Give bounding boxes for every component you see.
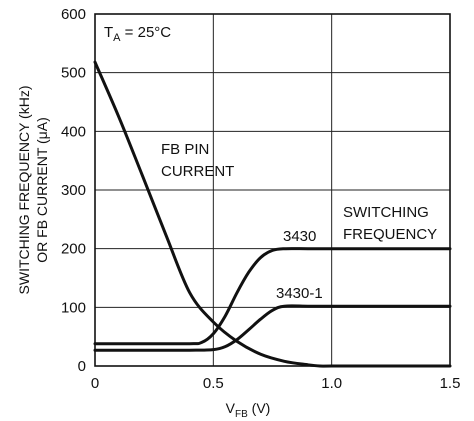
grid-lines: [95, 14, 450, 366]
x-axis-title: VFB (V): [226, 400, 271, 420]
condition-rest: = 25°C: [121, 24, 172, 41]
switching-label-line2: FREQUENCY: [343, 226, 437, 243]
fb-pin-label-line2: CURRENT: [161, 163, 234, 180]
condition-main: T: [104, 24, 113, 41]
y-axis-title-line1: SWITCHING FREQUENCY (kHz): [16, 86, 32, 295]
y-tick-label: 600: [61, 6, 86, 23]
y-axis-title-line2: OR FB CURRENT (μA): [34, 117, 50, 262]
x-axis-title-main: V: [226, 400, 236, 416]
x-tick-labels: 0 0.5 1.0 1.5: [91, 375, 461, 392]
label-3430: 3430: [283, 228, 316, 245]
y-tick-label: 500: [61, 65, 86, 82]
series-line-1: [93, 247, 452, 346]
y-tick-labels: 0 100 200 300 400 500 600: [61, 6, 86, 375]
series-layer: [93, 60, 452, 368]
x-tick-label: 1.0: [321, 375, 342, 392]
series-line-0: [93, 60, 452, 368]
x-tick-label: 1.5: [440, 375, 461, 392]
y-tick-label: 400: [61, 123, 86, 140]
series-line-2: [93, 304, 452, 352]
y-tick-label: 300: [61, 182, 86, 199]
y-tick-label: 100: [61, 299, 86, 316]
plot-frame: [94, 13, 451, 367]
fb-pin-label-line1: FB PIN: [161, 141, 209, 158]
switching-label-line1: SWITCHING: [343, 204, 429, 221]
condition-label: TA = 25°C: [104, 24, 171, 44]
y-tick-label: 0: [78, 358, 86, 375]
x-tick-label: 0.5: [203, 375, 224, 392]
label-3430-1: 3430-1: [276, 285, 323, 302]
x-axis-title-sub: FB: [235, 409, 248, 420]
condition-sub: A: [113, 32, 121, 44]
x-tick-label: 0: [91, 375, 99, 392]
y-tick-label: 200: [61, 241, 86, 258]
x-axis-title-unit: (V): [248, 400, 271, 416]
